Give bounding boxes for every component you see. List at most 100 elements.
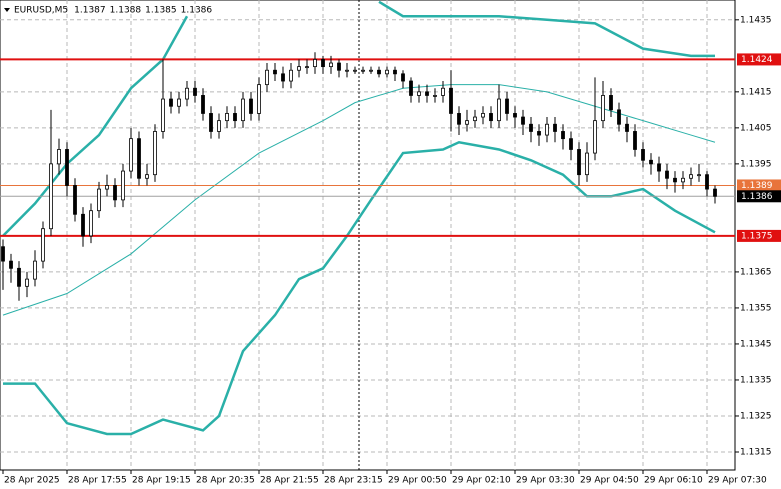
candle-body	[657, 163, 661, 172]
candle-body	[433, 95, 437, 97]
candle-body	[217, 120, 221, 132]
candle-body	[289, 69, 293, 82]
candle-body	[89, 210, 93, 237]
x-tick-label: 29 Apr 06:10	[644, 476, 703, 486]
candle-body	[697, 174, 701, 177]
candle-body	[17, 267, 21, 287]
grid	[0, 0, 735, 470]
candle-body	[601, 95, 605, 122]
candle-body	[401, 73, 405, 82]
candle-body	[377, 69, 381, 75]
candle-body	[385, 69, 389, 75]
candle-body	[577, 149, 581, 176]
candle-body	[161, 98, 165, 132]
menu-icon[interactable]	[4, 8, 10, 12]
y-tick-label: 1.1315	[740, 447, 772, 457]
x-tick-label: 28 Apr 2025	[4, 476, 60, 486]
candle-body	[113, 185, 117, 201]
candle-body	[393, 69, 397, 75]
x-tick-label: 28 Apr 21:55	[260, 476, 319, 486]
candle-body	[705, 174, 709, 190]
candle-body	[681, 177, 685, 183]
y-tick-label: 1.1405	[740, 123, 772, 133]
y-tick-label: 1.1415	[740, 87, 772, 97]
candle-body	[457, 113, 461, 125]
y-tick-label: 1.1355	[740, 303, 772, 313]
candle-body	[121, 170, 125, 201]
candle-body	[329, 62, 333, 68]
x-tick-label: 29 Apr 02:10	[452, 476, 511, 486]
candle-body	[633, 131, 637, 150]
candle-body	[417, 91, 421, 96]
candle-body	[9, 260, 13, 269]
candle-body	[233, 113, 237, 122]
candle-body	[481, 113, 485, 118]
chart-title: EURUSD,M5	[14, 6, 68, 16]
candle-body	[553, 123, 557, 132]
candle-body	[609, 95, 613, 111]
candle-body	[33, 260, 37, 280]
candle-body	[585, 152, 589, 176]
y-tick-label: 1.1345	[740, 339, 772, 349]
candle-body	[1, 246, 5, 262]
x-tick-label: 29 Apr 03:30	[516, 476, 575, 486]
candle-body	[137, 138, 141, 179]
candle-body	[225, 113, 229, 122]
candle-body	[673, 177, 677, 183]
candle-body	[545, 123, 549, 136]
candle-body	[713, 188, 717, 197]
candle-body	[57, 149, 61, 165]
level-label: 1.1375	[741, 231, 773, 241]
candle-body	[297, 66, 301, 71]
candle-body	[265, 69, 269, 86]
title-value: 1.1385	[145, 6, 177, 16]
candle-body	[185, 87, 189, 100]
level-label: 1.1424	[741, 55, 773, 65]
candle-body	[665, 170, 669, 179]
candle-body	[689, 174, 693, 179]
title-value: 1.1387	[74, 6, 106, 16]
title-value: 1.1388	[110, 6, 142, 16]
x-tick-label: 28 Apr 20:35	[196, 476, 255, 486]
level-label: 1.1386	[741, 192, 773, 202]
candle-body	[65, 149, 69, 186]
y-tick-label: 1.1335	[740, 375, 772, 385]
title-value: 1.1386	[181, 6, 213, 16]
candle-body	[249, 98, 253, 114]
candle-body	[241, 98, 245, 122]
level-label-box	[737, 229, 781, 242]
y-tick-label: 1.1325	[740, 411, 772, 421]
candle-body	[361, 69, 365, 72]
level-label-box	[737, 190, 781, 203]
candle-body	[177, 98, 181, 107]
candle-body	[305, 66, 309, 69]
candle-body	[321, 59, 325, 68]
candle-body	[25, 278, 29, 287]
level-label-box	[737, 179, 781, 192]
candle-body	[81, 213, 85, 237]
candle-body	[257, 84, 261, 114]
candle-body	[97, 188, 101, 212]
candle-body	[145, 174, 149, 179]
candle-body	[569, 138, 573, 150]
candle-body	[505, 98, 509, 114]
candle-body	[649, 159, 653, 165]
candle-body	[273, 69, 277, 75]
candle-body	[521, 116, 525, 125]
candle-body	[41, 228, 45, 262]
candle-body	[489, 113, 493, 122]
candle-body	[561, 131, 565, 140]
x-tick-label: 28 Apr 19:15	[132, 476, 191, 486]
x-tick-label: 29 Apr 04:50	[580, 476, 639, 486]
candle-body	[105, 185, 109, 190]
x-tick-label: 29 Apr 07:30	[708, 476, 767, 486]
candle-body	[281, 73, 285, 82]
candle-body	[449, 87, 453, 114]
x-tick-label: 29 Apr 00:50	[388, 476, 447, 486]
plot	[0, 0, 735, 436]
candle-body	[353, 69, 357, 72]
candle-body	[201, 95, 205, 114]
candle-body	[129, 138, 133, 172]
candle-body	[537, 131, 541, 136]
